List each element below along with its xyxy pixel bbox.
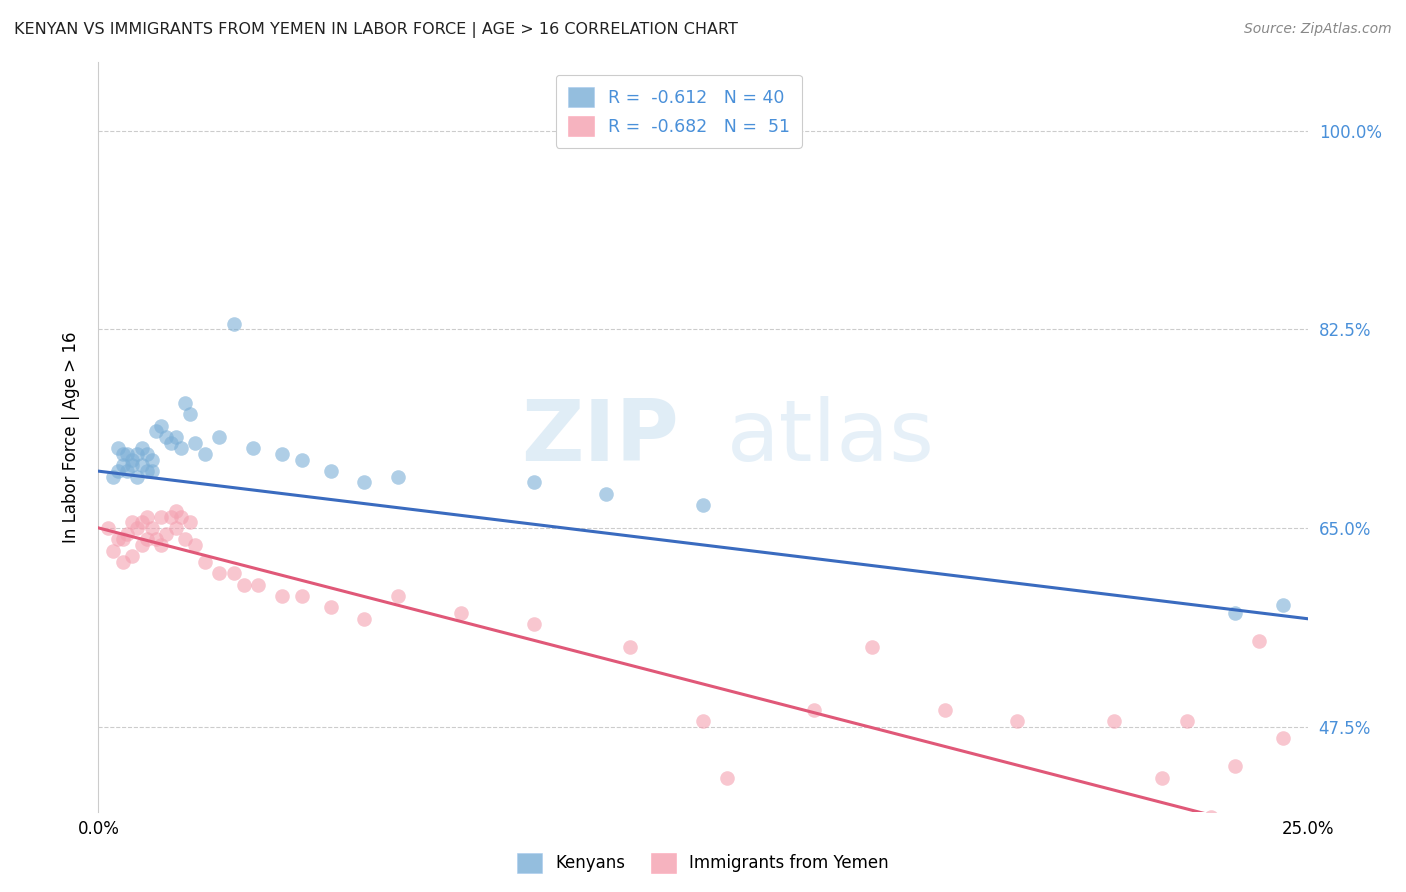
Point	[155, 430, 177, 444]
Point	[107, 464, 129, 478]
Point	[271, 589, 294, 603]
Point	[1272, 598, 1295, 612]
Point	[135, 447, 157, 461]
Point	[222, 566, 245, 581]
Point	[232, 577, 254, 591]
Point	[194, 555, 217, 569]
Text: Source: ZipAtlas.com: Source: ZipAtlas.com	[1244, 22, 1392, 37]
Point	[1102, 714, 1125, 728]
Point	[107, 442, 129, 456]
Point	[387, 589, 409, 603]
Point	[150, 418, 173, 433]
Point	[121, 549, 143, 564]
Point	[127, 447, 149, 461]
Point	[194, 447, 217, 461]
Point	[319, 464, 342, 478]
Point	[1152, 771, 1174, 785]
Point	[117, 526, 139, 541]
Point	[121, 515, 143, 529]
Point	[290, 452, 312, 467]
Point	[803, 702, 825, 716]
Point	[131, 458, 153, 473]
Point	[450, 606, 472, 620]
Point	[247, 577, 270, 591]
Point	[135, 464, 157, 478]
Point	[1223, 759, 1246, 773]
Point	[150, 509, 173, 524]
Point	[595, 487, 617, 501]
Point	[169, 442, 191, 456]
Point	[169, 509, 191, 524]
Point	[111, 458, 134, 473]
Text: ZIP: ZIP	[522, 395, 679, 479]
Point	[1007, 714, 1029, 728]
Point	[135, 533, 157, 547]
Point	[271, 447, 294, 461]
Point	[141, 521, 163, 535]
Text: atlas: atlas	[727, 395, 935, 479]
Point	[165, 521, 187, 535]
Point	[160, 509, 183, 524]
Point	[131, 538, 153, 552]
Point	[242, 442, 264, 456]
Text: KENYAN VS IMMIGRANTS FROM YEMEN IN LABOR FORCE | AGE > 16 CORRELATION CHART: KENYAN VS IMMIGRANTS FROM YEMEN IN LABOR…	[14, 22, 738, 38]
Point	[145, 425, 167, 439]
Point	[107, 533, 129, 547]
Point	[101, 470, 124, 484]
Point	[184, 538, 207, 552]
Point	[222, 317, 245, 331]
Point	[165, 504, 187, 518]
Point	[353, 612, 375, 626]
Point	[111, 555, 134, 569]
Point	[934, 702, 956, 716]
Point	[1199, 810, 1222, 824]
Point	[145, 533, 167, 547]
Point	[117, 447, 139, 461]
Point	[1272, 731, 1295, 745]
Point	[111, 533, 134, 547]
Point	[523, 617, 546, 632]
Point	[155, 526, 177, 541]
Point	[387, 470, 409, 484]
Point	[117, 464, 139, 478]
Point	[97, 521, 120, 535]
Point	[319, 600, 342, 615]
Point	[692, 498, 714, 512]
Point	[111, 447, 134, 461]
Point	[692, 714, 714, 728]
Point	[1249, 634, 1271, 648]
Point	[131, 442, 153, 456]
Point	[121, 452, 143, 467]
Point	[1175, 714, 1198, 728]
Point	[174, 533, 197, 547]
Point	[860, 640, 883, 654]
Point	[179, 515, 201, 529]
Point	[141, 452, 163, 467]
Point	[619, 640, 641, 654]
Point	[160, 435, 183, 450]
Y-axis label: In Labor Force | Age > 16: In Labor Force | Age > 16	[62, 331, 80, 543]
Point	[208, 566, 231, 581]
Point	[184, 435, 207, 450]
Point	[127, 521, 149, 535]
Point	[165, 430, 187, 444]
Point	[523, 475, 546, 490]
Point	[208, 430, 231, 444]
Point	[353, 475, 375, 490]
Point	[121, 458, 143, 473]
Legend: Kenyans, Immigrants from Yemen: Kenyans, Immigrants from Yemen	[510, 847, 896, 880]
Point	[290, 589, 312, 603]
Legend: R =  -0.612   N = 40, R =  -0.682   N =  51: R = -0.612 N = 40, R = -0.682 N = 51	[555, 75, 801, 148]
Point	[716, 771, 738, 785]
Point	[179, 408, 201, 422]
Point	[127, 470, 149, 484]
Point	[1223, 606, 1246, 620]
Point	[174, 396, 197, 410]
Point	[135, 509, 157, 524]
Point	[150, 538, 173, 552]
Point	[131, 515, 153, 529]
Point	[141, 464, 163, 478]
Point	[101, 543, 124, 558]
